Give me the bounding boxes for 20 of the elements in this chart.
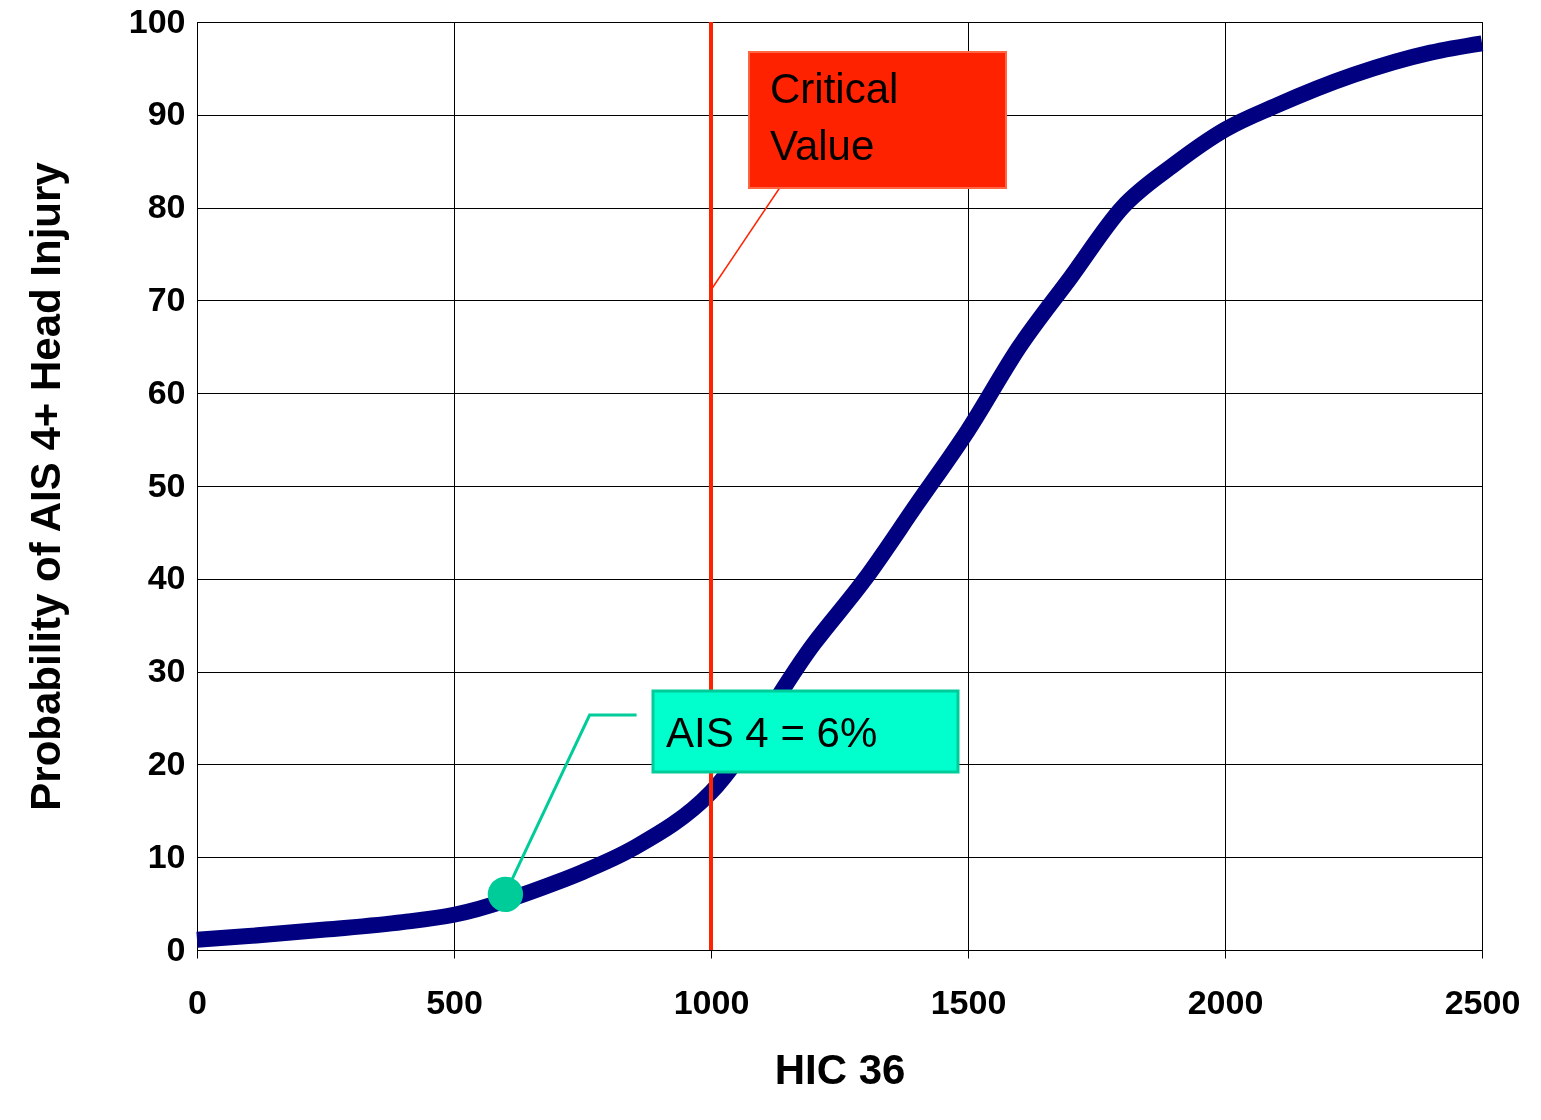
y-tick-label: 100 — [128, 1, 186, 40]
x-tick-label: 1500 — [930, 982, 1007, 1021]
y-tick-label: 90 — [147, 94, 186, 133]
x-tick-label: 2500 — [1444, 982, 1521, 1021]
y-axis-title: Probability of AIS 4+ Head Injury — [21, 161, 69, 811]
annotation: AIS 4 = 6% — [666, 709, 878, 756]
y-tick-label: 0 — [166, 929, 186, 968]
y-tick-label: 30 — [147, 651, 186, 690]
y-tick-label: 10 — [147, 836, 186, 875]
y-tick-label: 60 — [147, 372, 186, 411]
x-tick-label: 500 — [426, 982, 483, 1021]
y-tick-label: 50 — [147, 465, 186, 504]
x-axis-title: HIC 36 — [774, 1045, 906, 1093]
y-tick-label: 80 — [147, 187, 186, 226]
y-tick-label: 70 — [147, 279, 186, 318]
x-tick-label: 2000 — [1187, 982, 1264, 1021]
x-tick-label: 1000 — [673, 982, 750, 1021]
y-tick-label: 40 — [147, 558, 186, 597]
y-tick-label: 20 — [147, 743, 186, 782]
ref-line-label: Critical Value — [770, 65, 899, 169]
